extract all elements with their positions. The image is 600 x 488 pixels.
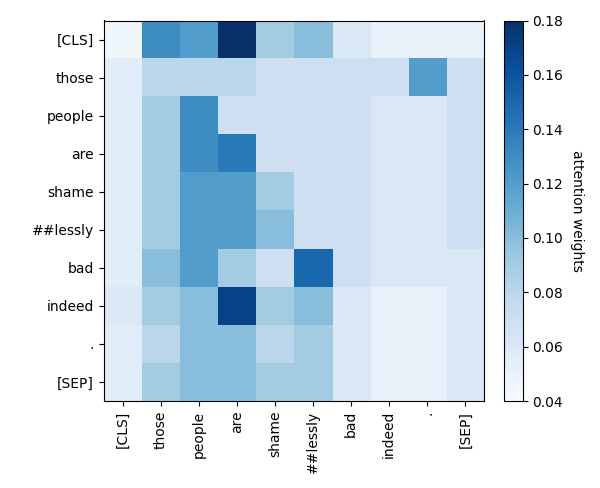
Y-axis label: attention weights: attention weights — [570, 150, 584, 272]
